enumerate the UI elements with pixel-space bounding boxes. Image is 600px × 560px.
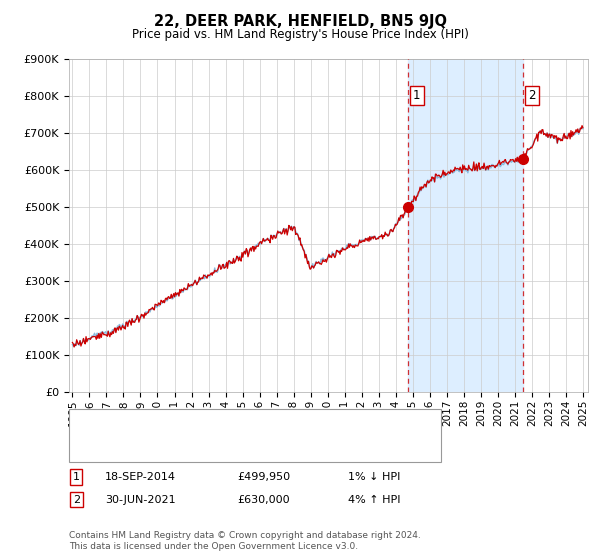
Bar [408, 59, 523, 392]
Text: 18-SEP-2014: 18-SEP-2014 [105, 472, 176, 482]
Text: ─────: ───── [78, 417, 115, 430]
Text: 1: 1 [413, 90, 421, 102]
Text: £630,000: £630,000 [237, 494, 290, 505]
Text: 2: 2 [529, 90, 536, 102]
Text: This data is licensed under the Open Government Licence v3.0.: This data is licensed under the Open Gov… [69, 542, 358, 551]
Text: ─────: ───── [78, 441, 115, 454]
Text: 4% ↑ HPI: 4% ↑ HPI [348, 494, 401, 505]
Text: 1: 1 [73, 472, 80, 482]
Text: HPI: Average price, detached house, Horsham: HPI: Average price, detached house, Hors… [114, 442, 354, 452]
Text: 2: 2 [73, 494, 80, 505]
Text: 1% ↓ HPI: 1% ↓ HPI [348, 472, 400, 482]
Text: 22, DEER PARK, HENFIELD, BN5 9JQ: 22, DEER PARK, HENFIELD, BN5 9JQ [154, 14, 446, 29]
Text: 22, DEER PARK, HENFIELD, BN5 9JQ (detached house): 22, DEER PARK, HENFIELD, BN5 9JQ (detach… [114, 418, 394, 428]
Text: 30-JUN-2021: 30-JUN-2021 [105, 494, 176, 505]
Text: Contains HM Land Registry data © Crown copyright and database right 2024.: Contains HM Land Registry data © Crown c… [69, 531, 421, 540]
Text: £499,950: £499,950 [237, 472, 290, 482]
Text: Price paid vs. HM Land Registry's House Price Index (HPI): Price paid vs. HM Land Registry's House … [131, 28, 469, 41]
